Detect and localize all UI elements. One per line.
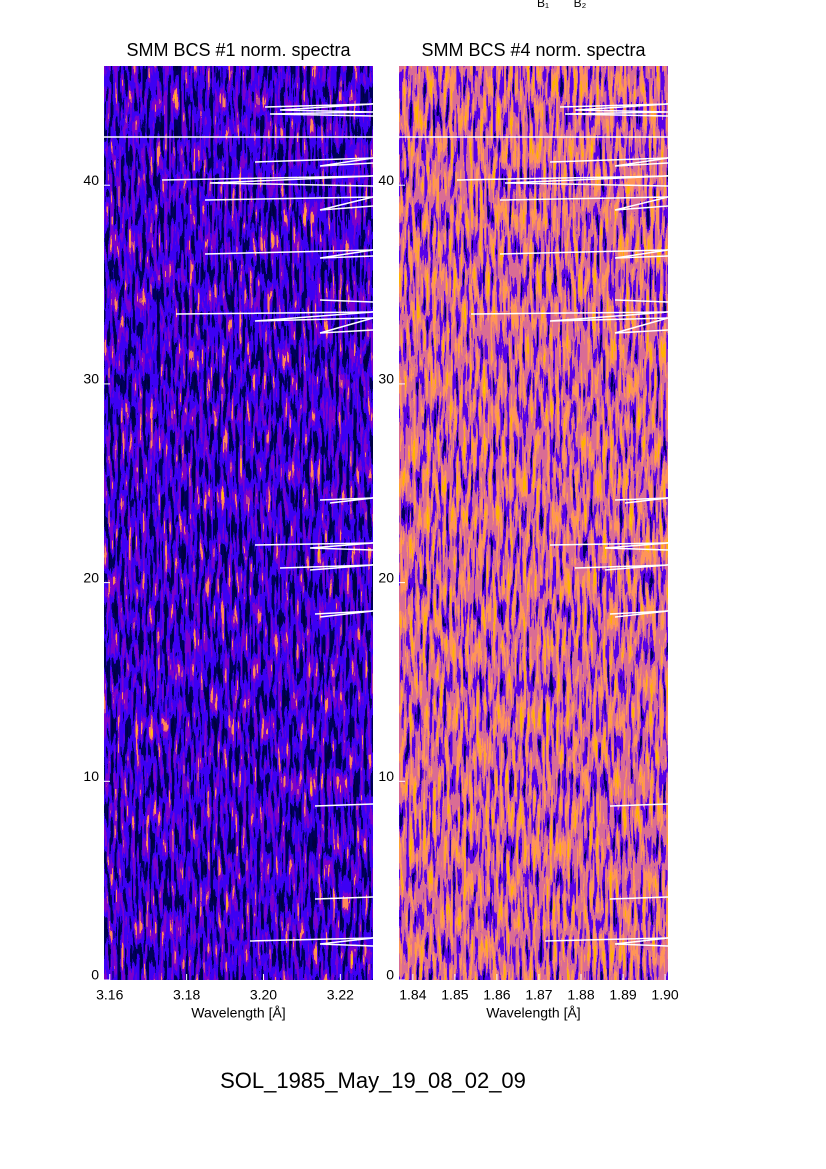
x-tick-label: 3.16 xyxy=(96,987,123,1003)
x-tick-label: 1.84 xyxy=(399,987,426,1003)
x-tick-label: 3.18 xyxy=(173,987,200,1003)
top-label: B₂ xyxy=(574,0,587,10)
x-axis-label: Wavelength [Å] xyxy=(486,1005,580,1021)
y-tick-label: 10 xyxy=(378,768,394,784)
top-label: B₁ xyxy=(537,0,549,10)
flag-lines xyxy=(104,103,669,947)
y-tick-label: 20 xyxy=(378,569,394,585)
y-tick-label: 30 xyxy=(83,371,99,387)
figure-title: SOL_1985_May_19_08_02_09 xyxy=(220,1068,526,1093)
y-tick-label: 40 xyxy=(378,172,394,188)
x-axis-label: Wavelength [Å] xyxy=(191,1005,285,1021)
y-tick-label: 10 xyxy=(83,768,99,784)
x-tick-label: 1.88 xyxy=(567,987,594,1003)
chart-title: SMM BCS #4 norm. spectra xyxy=(421,40,646,60)
y-tick-label: 0 xyxy=(386,967,394,983)
x-tick-label: 1.85 xyxy=(441,987,468,1003)
spectra-image xyxy=(104,66,373,980)
y-tick-label: 0 xyxy=(91,967,99,983)
x-tick-label: 1.90 xyxy=(651,987,678,1003)
y-tick-label: 20 xyxy=(83,569,99,585)
x-tick-label: 1.89 xyxy=(609,987,636,1003)
x-tick-label: 3.22 xyxy=(327,987,354,1003)
y-tick-label: 30 xyxy=(378,371,394,387)
chart-title: SMM BCS #1 norm. spectra xyxy=(126,40,351,60)
spectra-image xyxy=(399,66,668,980)
x-tick-label: 1.87 xyxy=(525,987,552,1003)
x-tick-label: 3.20 xyxy=(250,987,277,1003)
y-tick-label: 40 xyxy=(83,172,99,188)
x-tick-label: 1.86 xyxy=(483,987,510,1003)
